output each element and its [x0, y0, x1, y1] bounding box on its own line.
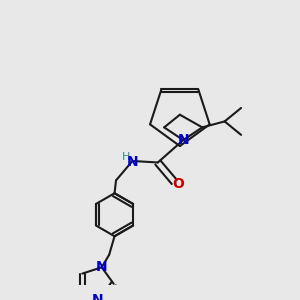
Text: N: N — [92, 293, 103, 300]
Text: N: N — [177, 133, 189, 147]
Text: H: H — [122, 152, 130, 161]
Text: N: N — [96, 260, 107, 274]
Text: N: N — [127, 155, 139, 169]
Text: O: O — [172, 177, 184, 191]
